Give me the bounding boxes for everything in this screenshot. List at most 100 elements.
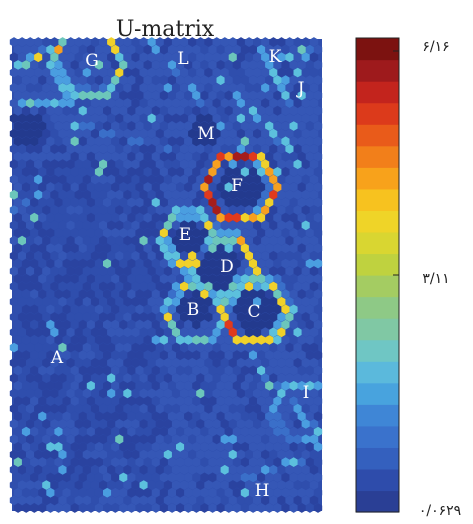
map-cell: [82, 83, 92, 93]
map-cell: [220, 52, 229, 63]
map-cell: [86, 426, 96, 437]
map-cell: [293, 189, 302, 200]
map-cell: [253, 434, 262, 445]
map-cell: [224, 228, 233, 238]
map-cell: [192, 426, 201, 437]
map-cell: [82, 128, 92, 139]
map-cell: [115, 251, 124, 261]
map-cell: [131, 419, 140, 429]
map-cell: [281, 60, 290, 70]
map-cell: [236, 480, 246, 490]
map-cell: [281, 90, 290, 101]
map-cell: [54, 350, 63, 361]
map-cell: [82, 235, 92, 246]
map-cell: [99, 205, 108, 215]
map-cell: [38, 197, 47, 208]
map-cell: [30, 457, 39, 467]
map-cell: [119, 212, 128, 223]
map-cell: [94, 274, 104, 284]
map-cell: [224, 319, 233, 330]
map-cell: [220, 67, 229, 78]
map-cell: [301, 342, 311, 353]
map-cell: [273, 274, 282, 284]
map-cell: [139, 128, 148, 139]
map-cell: [236, 251, 246, 261]
colorbar-segment: [356, 382, 399, 405]
map-cell: [74, 358, 84, 368]
map-cell: [66, 342, 75, 353]
map-cell: [82, 434, 92, 445]
map-cell: [78, 411, 88, 422]
map-cell: [253, 159, 262, 170]
map-cell: [224, 274, 233, 284]
map-cell: [167, 411, 177, 422]
map-cell: [244, 480, 254, 490]
map-cell: [167, 335, 177, 345]
map-cell: [107, 113, 116, 124]
map-cell: [309, 358, 319, 368]
map-cell: [155, 52, 165, 63]
map-cell: [21, 304, 31, 315]
map-cell: [188, 128, 197, 139]
map-cell: [111, 487, 120, 498]
map-cell: [143, 121, 152, 131]
map-cell: [192, 396, 201, 406]
map-cell: [216, 426, 225, 437]
map-cell: [115, 220, 124, 231]
map-cell: [131, 296, 140, 307]
map-cell: [289, 319, 298, 330]
map-cell: [257, 442, 266, 452]
map-cell: [196, 174, 205, 185]
colorbar-segment: [356, 38, 399, 61]
map-cell: [26, 113, 35, 124]
map-cell: [220, 281, 229, 292]
map-cell: [167, 472, 177, 483]
map-cell: [176, 487, 185, 498]
map-cell: [86, 197, 96, 208]
map-cell: [46, 380, 55, 391]
map-cell: [196, 128, 205, 139]
map-cell: [147, 296, 156, 307]
map-cell: [167, 90, 177, 101]
map-cell: [248, 411, 258, 422]
map-cell: [42, 251, 51, 261]
map-cell: [34, 312, 43, 322]
map-cell: [82, 312, 92, 322]
map-cell: [212, 296, 221, 307]
map-cell: [224, 442, 233, 452]
map-cell: [196, 403, 205, 414]
map-cell: [253, 358, 262, 368]
map-cell: [192, 121, 201, 131]
map-cell: [265, 90, 274, 101]
map-cell: [293, 342, 302, 353]
map-cell: [301, 67, 311, 78]
map-cell: [253, 373, 262, 383]
map-cell: [208, 426, 217, 437]
map-cell: [220, 373, 229, 383]
map-cell: [188, 449, 197, 460]
map-cell: [70, 442, 79, 452]
map-cell: [224, 167, 233, 177]
map-cell: [21, 75, 31, 86]
map-cell: [115, 464, 124, 475]
colorbar-segment: [356, 361, 399, 384]
map-cell: [159, 151, 169, 162]
map-cell: [228, 388, 238, 399]
map-cell: [115, 281, 124, 292]
map-cell: [289, 304, 298, 315]
map-cell: [123, 220, 132, 231]
map-cell: [127, 258, 136, 269]
map-cell: [34, 388, 43, 399]
map-cell: [163, 434, 173, 445]
map-cell: [103, 380, 112, 391]
map-cell: [313, 182, 323, 192]
map-cell: [151, 350, 161, 361]
map-cell: [248, 304, 258, 315]
map-cell: [244, 220, 254, 231]
map-cell: [261, 403, 270, 414]
map-cell: [281, 167, 290, 177]
map-cell: [180, 449, 189, 460]
map-cell: [261, 98, 270, 108]
map-cell: [313, 90, 323, 101]
map-cell: [119, 182, 128, 192]
